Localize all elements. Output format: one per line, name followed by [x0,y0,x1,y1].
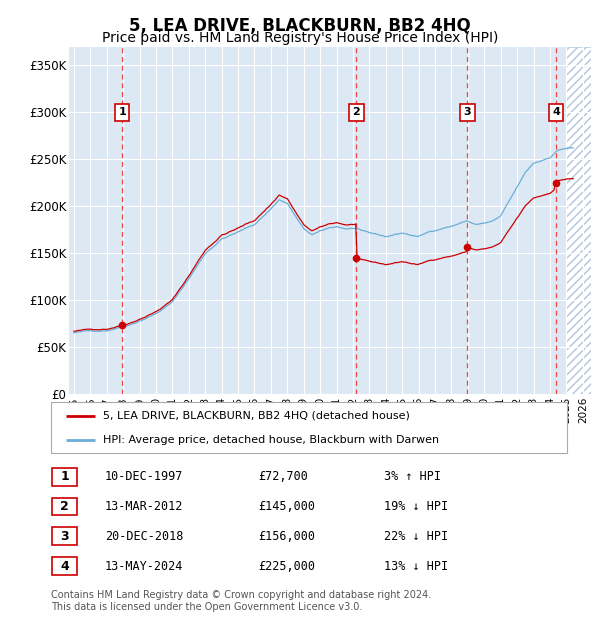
Text: 13-MAY-2024: 13-MAY-2024 [105,560,184,572]
Text: HPI: Average price, detached house, Blackburn with Darwen: HPI: Average price, detached house, Blac… [103,435,439,445]
Text: 3: 3 [60,530,69,542]
Text: 2: 2 [353,107,361,117]
FancyBboxPatch shape [51,402,567,453]
Text: £225,000: £225,000 [258,560,315,572]
Text: 4: 4 [60,560,69,572]
Bar [566,46,591,394]
Text: 2: 2 [60,500,69,513]
Text: 20-DEC-2018: 20-DEC-2018 [105,530,184,542]
Text: 13-MAR-2012: 13-MAR-2012 [105,500,184,513]
FancyBboxPatch shape [52,528,77,545]
Text: 5, LEA DRIVE, BLACKBURN, BB2 4HQ: 5, LEA DRIVE, BLACKBURN, BB2 4HQ [129,17,471,35]
Text: Price paid vs. HM Land Registry's House Price Index (HPI): Price paid vs. HM Land Registry's House … [102,31,498,45]
Text: 13% ↓ HPI: 13% ↓ HPI [384,560,448,572]
Text: 3: 3 [464,107,471,117]
Text: 1: 1 [60,471,69,483]
Text: 3% ↑ HPI: 3% ↑ HPI [384,471,441,483]
Text: £156,000: £156,000 [258,530,315,542]
Text: 10-DEC-1997: 10-DEC-1997 [105,471,184,483]
FancyBboxPatch shape [52,468,77,485]
Text: 4: 4 [552,107,560,117]
Text: 19% ↓ HPI: 19% ↓ HPI [384,500,448,513]
FancyBboxPatch shape [52,498,77,515]
Bar [566,46,591,394]
Text: 5, LEA DRIVE, BLACKBURN, BB2 4HQ (detached house): 5, LEA DRIVE, BLACKBURN, BB2 4HQ (detach… [103,411,409,421]
Text: £72,700: £72,700 [258,471,308,483]
Text: Contains HM Land Registry data © Crown copyright and database right 2024.
This d: Contains HM Land Registry data © Crown c… [51,590,431,612]
Text: 22% ↓ HPI: 22% ↓ HPI [384,530,448,542]
Text: 1: 1 [118,107,126,117]
Text: £145,000: £145,000 [258,500,315,513]
FancyBboxPatch shape [52,557,77,575]
